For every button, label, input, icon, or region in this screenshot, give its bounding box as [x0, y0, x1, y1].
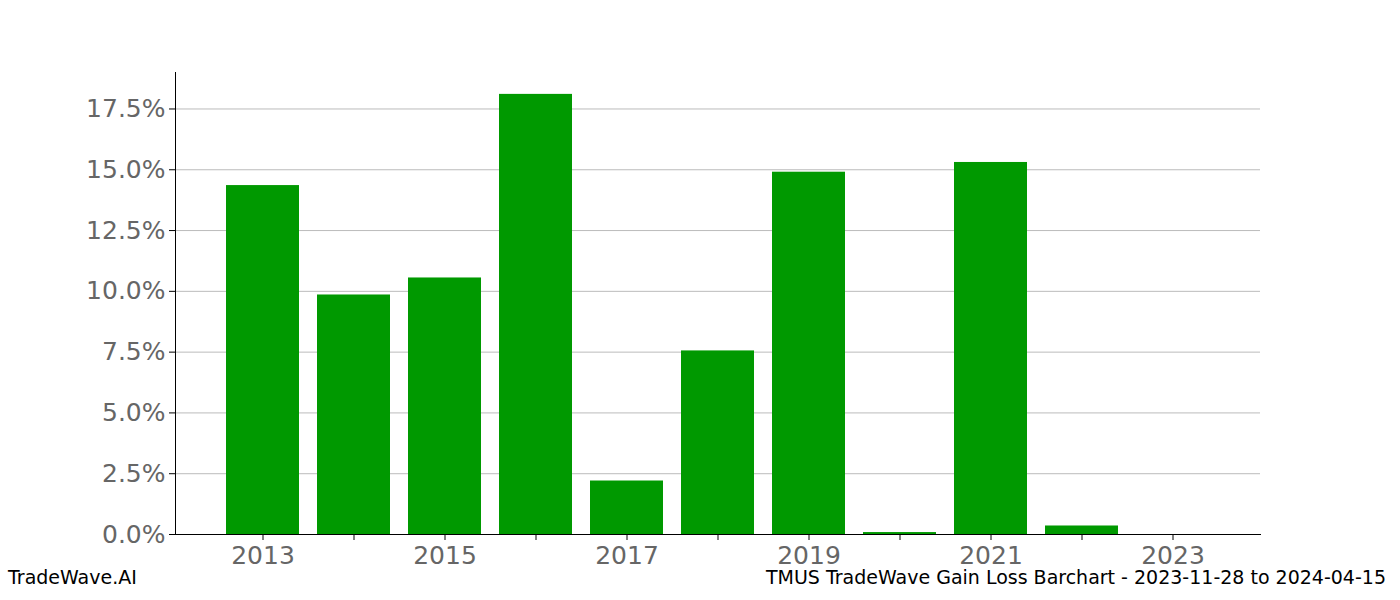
svg-text:0.0%: 0.0%	[102, 520, 166, 549]
svg-text:2023: 2023	[1141, 541, 1205, 570]
svg-text:2017: 2017	[595, 541, 659, 570]
svg-text:5.0%: 5.0%	[102, 398, 166, 427]
svg-text:12.5%: 12.5%	[86, 216, 165, 245]
svg-text:2019: 2019	[777, 541, 841, 570]
svg-text:2021: 2021	[959, 541, 1023, 570]
html-text:TMUS TradeWave Gain Loss Barch: TMUS TradeWave Gain Loss Barchart - 2023…	[766, 566, 1386, 588]
svg-text:15.0%: 15.0%	[86, 155, 165, 184]
svg-text:2013: 2013	[231, 541, 295, 570]
svg-text:2015: 2015	[413, 541, 477, 570]
svg-text:2.5%: 2.5%	[102, 459, 166, 488]
svg-text:10.0%: 10.0%	[86, 276, 165, 305]
svg-text:17.5%: 17.5%	[86, 94, 165, 123]
svg-text:7.5%: 7.5%	[102, 337, 166, 366]
html-text:TradeWave.AI: TradeWave.AI	[8, 566, 137, 588]
